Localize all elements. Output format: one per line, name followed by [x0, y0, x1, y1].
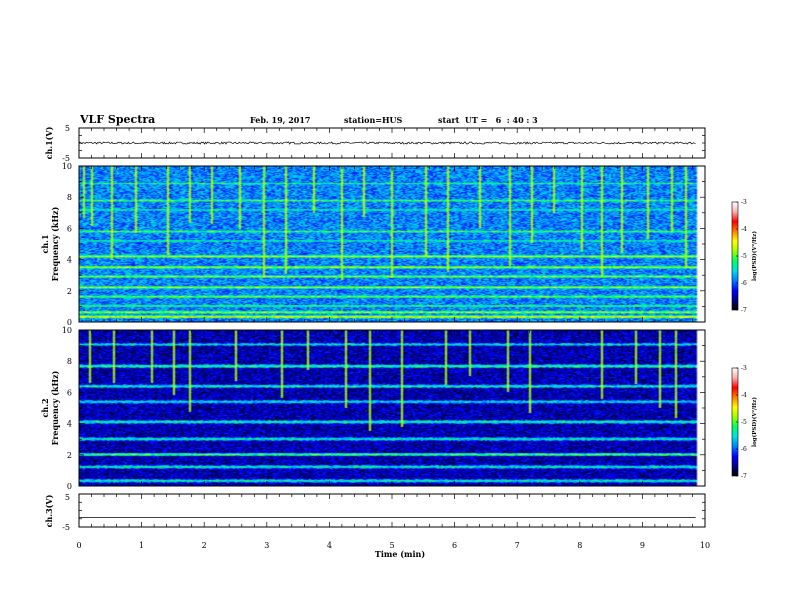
- ch2-colorbar-tick-label: -5: [741, 419, 747, 426]
- ch2-colorbar-tick-label: -7: [741, 473, 747, 480]
- ch2-ytick-label: 10: [62, 326, 72, 335]
- x-tick-label: 3: [264, 541, 269, 550]
- ch2-spectrogram-panel: 0 2 4 6 8 10 ch.2 Frequency (kHz): [40, 326, 706, 491]
- ch2-ytick-label: 8: [67, 357, 72, 366]
- x-tick-label: 9: [640, 541, 645, 550]
- x-tick-label: 5: [389, 541, 394, 550]
- ch3-ytick-bottom: -5: [62, 523, 70, 532]
- ch2-ytick-labels: 0 2 4 6 8 10: [62, 326, 72, 491]
- ch2-colorbar: -3 -4 -5 -6 -7 log(PSD)(V²/Hz): [731, 365, 758, 480]
- x-tick-label: 7: [515, 541, 520, 550]
- ch1-ytick-label: 0: [67, 318, 72, 327]
- x-tick-labels: 0 1 2 3 4 5 6 7 8 9 10: [76, 541, 710, 550]
- ch1-spectrogram-image: [79, 166, 705, 322]
- ch1-colorbar: -3 -4 -5 -6 -7 log(PSD)(V²/Hz): [731, 199, 758, 314]
- ch2-ytick-label: 2: [67, 451, 72, 460]
- ch2-spectrogram-image: [79, 330, 705, 486]
- ch2-ytick-label: 6: [67, 388, 72, 397]
- ch2-colorbar-tick-label: -4: [741, 392, 747, 399]
- ch1-ytick-label: 2: [67, 287, 72, 296]
- start-time-label: start UT = 6 : 40 : 3: [438, 115, 538, 125]
- ch2-spectrogram-channel-label: ch.2: [40, 398, 50, 417]
- ch3-waveform-panel: 5 -5 ch.3(V): [44, 493, 706, 532]
- x-tick-label: 8: [577, 541, 582, 550]
- ch1-ytick-label: 6: [67, 224, 72, 233]
- x-tick-label: 0: [76, 541, 81, 550]
- ch1-spectrogram-channel-label: ch.1: [40, 234, 50, 253]
- ch1-colorbar-tick-label: -4: [741, 226, 747, 233]
- ch1-ytick-bottom: -5: [62, 154, 70, 163]
- axis-ticks: [78, 127, 706, 528]
- date-label: Feb. 19, 2017: [250, 115, 310, 125]
- ch1-waveform-line: [78, 141, 696, 145]
- ch1-colorbar-tick-label: -3: [741, 199, 747, 206]
- ch1-spectrogram-ylabel: Frequency (kHz): [50, 206, 60, 281]
- ch1-ytick-top: 5: [65, 124, 70, 133]
- ch2-ytick-label: 4: [67, 420, 72, 429]
- ch1-colorbar-label: log(PSD)(V²/Hz): [751, 231, 758, 281]
- ch1-colorbar-tick-label: -7: [741, 307, 747, 314]
- x-tick-label: 10: [700, 541, 710, 550]
- ch1-colorbar-tick-label: -6: [741, 280, 747, 287]
- ch2-colorbar-tick-label: -3: [741, 365, 747, 372]
- x-tick-label: 6: [452, 541, 457, 550]
- ch1-ytick-label: 4: [67, 256, 72, 265]
- ch1-ytick-label: 8: [67, 193, 72, 202]
- station-label: station=HUS: [344, 115, 403, 125]
- ch1-ytick-labels: 0 2 4 6 8 10: [62, 162, 72, 327]
- ch2-ytick-label: 0: [67, 482, 72, 491]
- ch2-colorbar-tick-label: -6: [741, 446, 747, 453]
- ch1-ytick-label: 10: [62, 162, 72, 171]
- x-tick-label: 2: [202, 541, 207, 550]
- x-tick-label: 1: [139, 541, 144, 550]
- x-tick-label: 4: [327, 541, 332, 550]
- x-axis-label: Time (min): [375, 549, 425, 559]
- ch2-colorbar-label: log(PSD)(V²/Hz): [751, 397, 758, 447]
- ch1-waveform-panel: 5 -5 ch.1(V): [44, 124, 706, 163]
- ch1-spectrogram-panel: 0 2 4 6 8 10 ch.1 Frequency (kHz): [40, 162, 706, 327]
- ch1-waveform-ylabel: ch.1(V): [44, 126, 54, 159]
- ch3-waveform-ylabel: ch.3(V): [44, 494, 54, 527]
- figure-title: VLF Spectra: [79, 113, 155, 126]
- ch2-spectrogram-ylabel: Frequency (kHz): [50, 370, 60, 445]
- ch3-ytick-top: 5: [65, 493, 70, 502]
- ch1-colorbar-tick-label: -5: [741, 253, 747, 260]
